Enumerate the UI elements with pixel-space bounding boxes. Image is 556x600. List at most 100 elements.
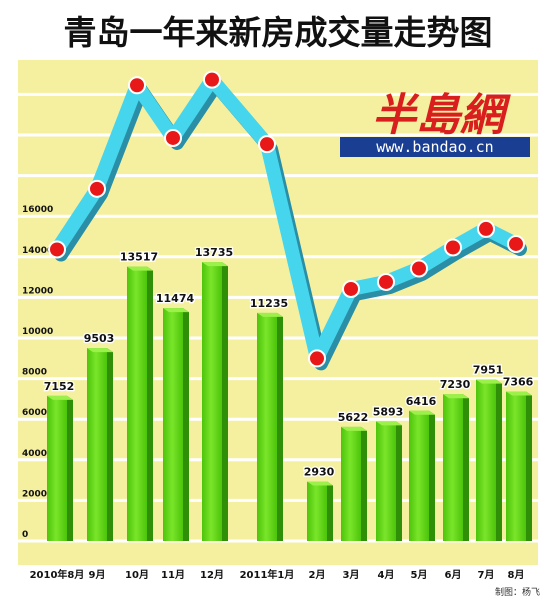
bars bbox=[47, 262, 532, 541]
bar bbox=[47, 395, 73, 541]
y-tick-label: 6000 bbox=[22, 408, 47, 418]
bar-front bbox=[341, 426, 361, 541]
x-tick-label: 10月 bbox=[125, 569, 149, 581]
line-point bbox=[444, 238, 462, 257]
x-tick-label: 2011年1月 bbox=[240, 568, 295, 581]
x-tick-label: 7月 bbox=[478, 569, 495, 581]
bar bbox=[202, 262, 228, 541]
bar-front bbox=[307, 481, 327, 541]
y-tick-label: 16000 bbox=[22, 205, 53, 215]
chart-title: 青岛一年来新房成交量走势图 bbox=[64, 13, 493, 52]
line-point bbox=[308, 349, 326, 368]
bar-side bbox=[107, 348, 113, 541]
bar-front bbox=[443, 394, 463, 541]
y-tick-label: 8000 bbox=[22, 368, 47, 378]
data-label: 11474 bbox=[156, 292, 195, 305]
bar bbox=[127, 266, 153, 541]
line-point bbox=[48, 240, 66, 259]
line-point bbox=[164, 128, 182, 147]
bar-side bbox=[361, 426, 367, 541]
x-tick-label: 5月 bbox=[411, 569, 428, 581]
y-axis-ticks: 0 2000 4000 6000 8000 10000 12000 14000 16000 bbox=[22, 205, 53, 540]
line-point bbox=[88, 179, 106, 198]
data-label: 13735 bbox=[195, 246, 233, 259]
data-label: 5622 bbox=[338, 411, 369, 424]
bar-top bbox=[506, 391, 532, 396]
bar-top bbox=[202, 262, 228, 267]
bar bbox=[163, 308, 189, 541]
x-axis-ticks: 2010年8月 9月 10月 11月 12月 2011年1月 2月 3月 4月 5月 6月 7月 8月 bbox=[30, 568, 525, 581]
bar-side bbox=[327, 481, 333, 541]
bar-top bbox=[341, 426, 367, 431]
bar bbox=[443, 394, 469, 541]
line-point bbox=[507, 234, 525, 253]
bar-front bbox=[202, 262, 222, 541]
bar-front bbox=[87, 348, 107, 541]
line-point bbox=[342, 279, 360, 298]
bar bbox=[307, 481, 333, 541]
y-tick-label: 10000 bbox=[22, 327, 53, 337]
line-point bbox=[258, 135, 276, 154]
bar-top bbox=[163, 308, 189, 313]
bar bbox=[476, 379, 502, 541]
bar-front bbox=[409, 410, 429, 541]
bar-side bbox=[463, 394, 469, 541]
line-point bbox=[377, 272, 395, 291]
bar-top bbox=[47, 395, 73, 400]
data-label: 5893 bbox=[373, 405, 404, 418]
bar bbox=[257, 312, 283, 541]
y-tick-label: 2000 bbox=[22, 489, 47, 499]
line-point bbox=[203, 70, 221, 89]
bar-side bbox=[183, 308, 189, 541]
data-label: 2930 bbox=[304, 466, 335, 479]
bar-top bbox=[476, 379, 502, 384]
y-tick-label: 4000 bbox=[22, 449, 47, 459]
data-label: 9503 bbox=[84, 332, 115, 345]
x-tick-label: 6月 bbox=[445, 569, 462, 581]
y-tick-label: 12000 bbox=[22, 286, 53, 296]
data-label: 7366 bbox=[503, 375, 534, 388]
line-point bbox=[410, 259, 428, 278]
bar-top bbox=[87, 348, 113, 353]
bar-front bbox=[47, 395, 67, 541]
bar-front bbox=[257, 312, 277, 541]
x-tick-label: 12月 bbox=[200, 569, 224, 581]
x-tick-label: 11月 bbox=[161, 569, 185, 581]
bar-front bbox=[376, 421, 396, 541]
data-label: 6416 bbox=[406, 395, 437, 408]
credit-text: 制图：杨飞 bbox=[495, 586, 540, 598]
data-label: 7152 bbox=[44, 380, 75, 393]
data-label: 11235 bbox=[250, 297, 288, 310]
overlay-line bbox=[48, 70, 527, 371]
x-tick-label: 2010年8月 bbox=[30, 568, 85, 581]
line-point bbox=[128, 76, 146, 95]
bar-side bbox=[526, 391, 532, 541]
bar-side bbox=[222, 262, 228, 541]
bar-top bbox=[127, 266, 153, 271]
bar-side bbox=[429, 410, 435, 541]
bar-top bbox=[443, 394, 469, 399]
x-tick-label: 8月 bbox=[508, 569, 525, 581]
bar-top bbox=[257, 312, 283, 317]
x-tick-label: 2月 bbox=[309, 569, 326, 581]
bar-front bbox=[163, 308, 183, 541]
bar-side bbox=[396, 421, 402, 541]
bar bbox=[341, 426, 367, 541]
bar-front bbox=[127, 266, 147, 541]
bar bbox=[87, 348, 113, 541]
bar-side bbox=[277, 312, 283, 541]
bar bbox=[506, 391, 532, 541]
bar-side bbox=[496, 379, 502, 541]
bar-top bbox=[307, 481, 333, 486]
y-tick-label: 14000 bbox=[22, 246, 53, 256]
data-label: 7951 bbox=[473, 364, 504, 377]
bar-front bbox=[506, 391, 526, 541]
watermark-logo: 半島網 www.bandao.cn bbox=[340, 90, 530, 157]
line-point bbox=[477, 219, 495, 238]
data-label: 13517 bbox=[120, 251, 158, 264]
data-labels: 7152 9503 13517 11474 13735 11235 2930 5622 5893… bbox=[42, 245, 534, 480]
bar-top bbox=[409, 410, 435, 415]
watermark-url-background bbox=[340, 137, 530, 157]
data-label: 7230 bbox=[440, 378, 471, 391]
